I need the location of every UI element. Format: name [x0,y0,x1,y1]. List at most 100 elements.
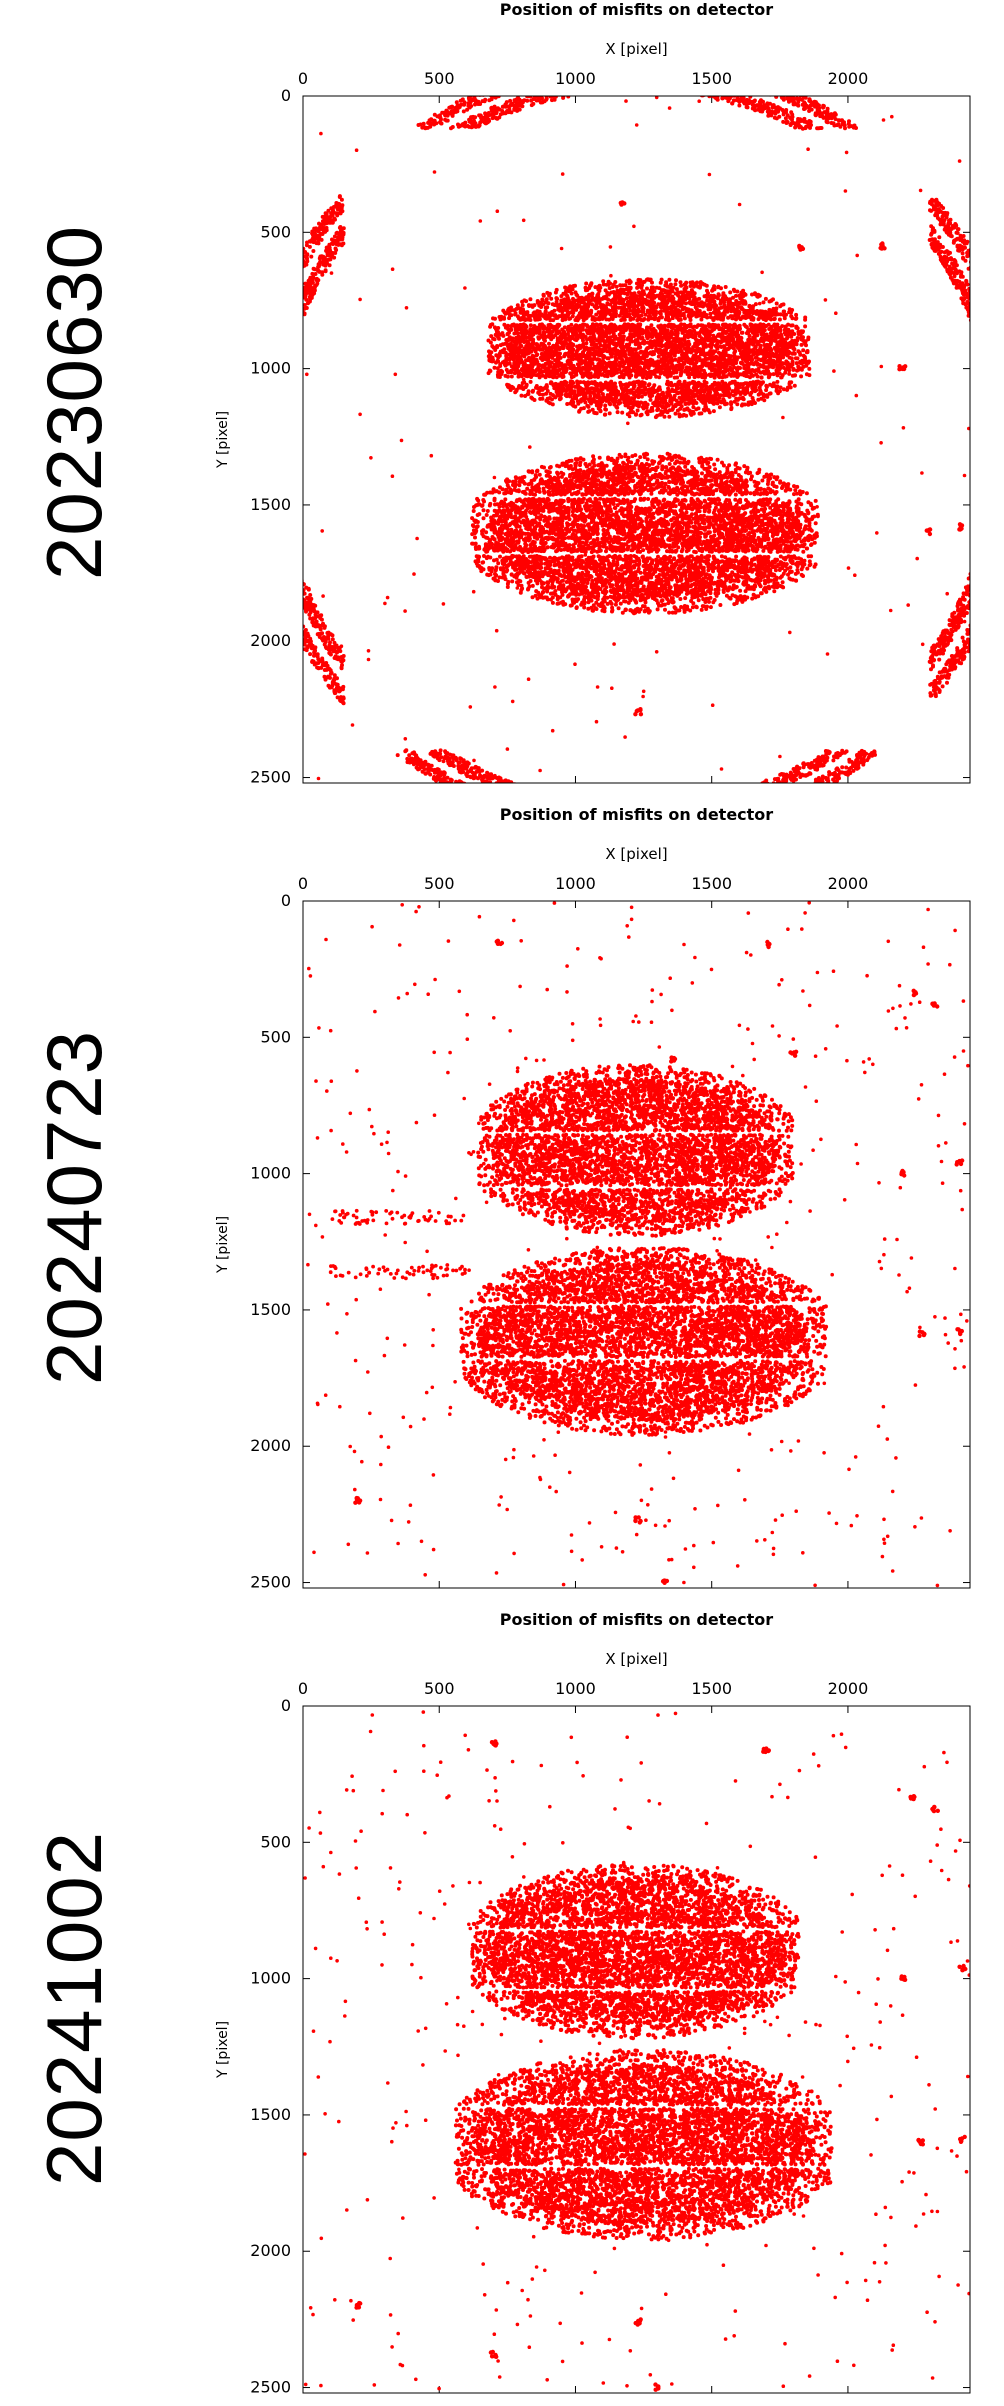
data-point [708,305,713,310]
data-point [505,331,510,336]
data-point [604,317,609,322]
data-point [561,374,566,379]
data-point [559,306,564,311]
data-point [608,322,613,327]
data-point [528,297,533,302]
data-point [536,363,541,368]
data-point [667,322,672,327]
data-point [492,365,497,370]
data-point [640,283,644,288]
data-point [639,355,644,360]
data-point [563,304,567,309]
data-point [769,308,774,313]
data-point [496,373,500,378]
data-point [526,317,531,322]
data-point [601,307,605,312]
data-point [674,287,679,292]
data-point [595,305,600,310]
data-point [699,329,703,334]
data-point [601,396,606,401]
data-point [696,313,701,318]
data-point [669,335,674,340]
data-point [739,335,743,340]
data-point [702,331,707,336]
data-point [756,397,761,402]
data-point [533,369,538,374]
data-point [795,368,799,373]
data-point [665,373,670,378]
data-point [789,334,794,339]
data-point [519,344,524,348]
data-point [522,354,527,359]
data-point [547,326,552,331]
data-point [790,362,795,367]
data-point [526,392,531,396]
data-point [542,335,547,340]
data-point [594,411,599,416]
data-point [648,304,653,309]
points-layer [303,96,970,783]
data-point [503,350,508,355]
data-point [590,361,595,366]
data-point [493,332,498,337]
data-point [547,396,552,400]
data-point [740,315,745,320]
data-point [585,305,590,309]
data-point [749,317,754,322]
data-point [602,412,607,417]
data-point [527,333,532,338]
data-point [733,359,738,364]
data-point [743,324,748,329]
data-point [548,401,552,406]
data-point [718,351,723,356]
data-point [652,383,657,388]
data-point [558,396,563,401]
data-point [600,363,604,368]
data-point [519,393,524,398]
data-point [512,355,517,360]
data-point [676,359,681,364]
data-point [730,389,735,394]
data-point [559,332,564,337]
data-point [528,323,533,328]
data-point [535,326,539,331]
data-point [576,313,581,318]
data-point [743,343,748,348]
data-point [564,388,569,393]
data-point [739,306,744,310]
data-point [547,334,552,339]
data-point [690,361,695,366]
data-point [513,328,518,332]
data-point [545,305,550,310]
data-point [569,351,574,356]
data-point [656,368,661,373]
data-point [631,347,636,352]
data-point [644,350,649,355]
data-point [592,387,597,392]
data-point [619,374,624,379]
data-point [607,397,612,402]
data-point [659,404,664,409]
data-point [527,346,532,351]
data-point [602,295,607,300]
data-point [688,284,693,288]
data-point [584,345,589,350]
data-point [732,399,737,404]
data-point [688,318,693,322]
data-point [699,300,704,305]
data-point [717,332,722,337]
data-point [667,277,672,282]
data-point [520,330,525,334]
data-point [604,333,609,338]
data-point [657,375,662,380]
data-point [728,290,733,295]
data-point [651,388,656,393]
data-point [761,332,766,337]
data-point [660,298,665,303]
data-point [715,368,719,373]
data-point [748,392,753,397]
data-point [692,282,697,286]
data-point [686,292,691,297]
data-point [656,392,661,397]
